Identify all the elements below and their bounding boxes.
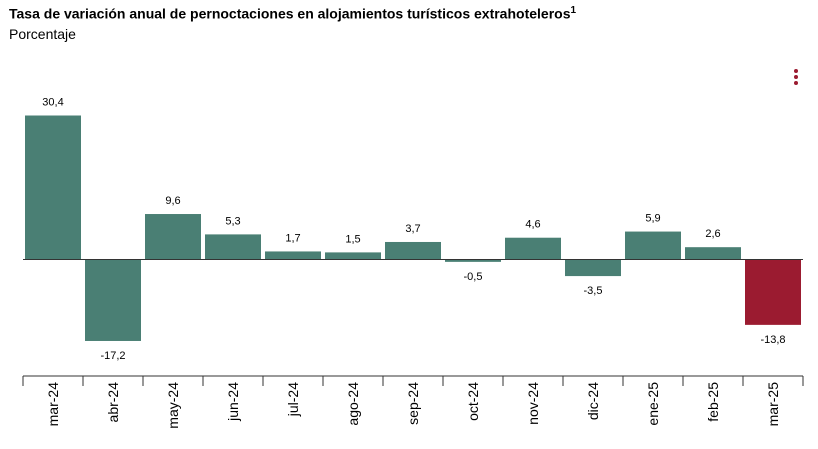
data-label-feb-25: 2,6	[705, 228, 720, 240]
bar-mar-25[interactable]	[745, 259, 801, 325]
data-label-ago-24: 1,5	[345, 233, 360, 245]
bar-ene-25[interactable]	[625, 231, 681, 260]
bar-jul-24[interactable]	[265, 251, 321, 260]
x-tick-label-sep-24: sep-24	[405, 382, 421, 425]
chart-title-text: Tasa de variación anual de pernoctacione…	[9, 5, 571, 22]
data-label-jul-24: 1,7	[285, 232, 300, 244]
bar-oct-24[interactable]	[445, 259, 501, 262]
data-label-nov-24: 4,6	[525, 219, 540, 231]
bar-mar-24[interactable]	[25, 115, 81, 260]
title-footnote-mark: 1	[570, 5, 577, 16]
x-tick-label-jun-24: jun-24	[225, 382, 241, 422]
x-tick-label-ago-24: ago-24	[345, 382, 361, 426]
chart-subtitle: Porcentaje	[9, 26, 76, 42]
bar-jun-24[interactable]	[205, 234, 261, 260]
x-tick-label-mar-24: mar-24	[45, 382, 61, 427]
data-label-oct-24: -0,5	[464, 271, 483, 283]
x-tick-label-abr-24: abr-24	[105, 382, 121, 423]
data-label-sep-24: 3,7	[405, 223, 420, 235]
chart-title: Tasa de variación anual de pernoctacione…	[9, 5, 576, 22]
bar-feb-25[interactable]	[685, 247, 741, 260]
bar-nov-24[interactable]	[505, 237, 561, 260]
vertical-dots-icon[interactable]	[791, 68, 801, 90]
bar-ago-24[interactable]	[325, 252, 381, 260]
x-tick-label-mar-25: mar-25	[765, 382, 781, 427]
x-tick-label-oct-24: oct-24	[465, 382, 481, 421]
bar-dic-24[interactable]	[565, 259, 621, 277]
x-tick-label-jul-24: jul-24	[285, 382, 301, 417]
x-tick-label-ene-25: ene-25	[645, 382, 661, 426]
bar-may-24[interactable]	[145, 214, 201, 260]
x-tick-label-feb-25: feb-25	[705, 382, 721, 422]
data-label-abr-24: -17,2	[100, 350, 125, 362]
data-label-ene-25: 5,9	[645, 213, 660, 225]
data-label-mar-25: -13,8	[760, 334, 785, 346]
data-label-jun-24: 5,3	[225, 215, 240, 227]
data-label-dic-24: -3,5	[584, 285, 603, 297]
bar-abr-24[interactable]	[85, 259, 141, 341]
bar-sep-24[interactable]	[385, 241, 441, 260]
data-label-mar-24: 30,4	[42, 97, 63, 109]
data-label-may-24: 9,6	[165, 195, 180, 207]
x-tick-label-dic-24: dic-24	[585, 382, 601, 420]
x-tick-label-may-24: may-24	[165, 382, 181, 429]
x-tick-label-nov-24: nov-24	[525, 382, 541, 425]
